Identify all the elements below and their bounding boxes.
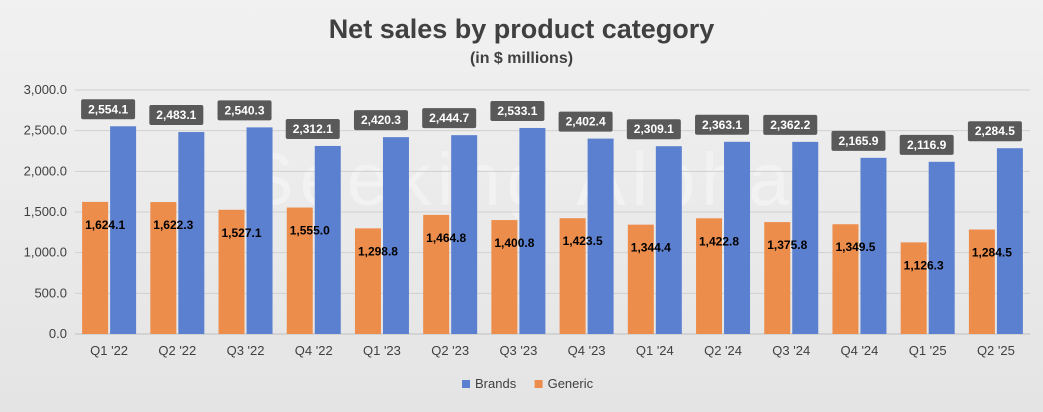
y-tick-label: 1,000.0: [24, 245, 67, 260]
bar-generic: [423, 214, 450, 334]
data-label-brands: 2,284.5: [975, 124, 1015, 138]
data-label-box: [967, 121, 1022, 142]
data-label-box: [217, 100, 272, 121]
data-label-brands: 2,483.1: [156, 108, 196, 122]
data-label-generic: 1,349.5: [835, 240, 875, 254]
data-label-box: [81, 99, 136, 120]
data-label-box: [763, 114, 818, 135]
x-tick-label: Q1 '24: [636, 343, 674, 358]
y-tick-label: 3,000.0: [24, 82, 67, 97]
data-label-generic: 1,422.8: [699, 234, 739, 248]
x-tick-label: Q4 '22: [295, 343, 333, 358]
data-label-box: [899, 134, 954, 155]
y-tick-label: 2,000.0: [24, 163, 67, 178]
x-tick-label: Q1 '22: [90, 343, 128, 358]
data-label-box: [490, 100, 545, 121]
y-tick-label: 2,500.0: [24, 123, 67, 138]
bar-brands: [314, 145, 341, 334]
bar-brands: [451, 135, 478, 334]
x-tick-label: Q1 '23: [363, 343, 401, 358]
data-label-brands: 2,116.9: [907, 138, 947, 152]
data-label-box: [558, 111, 613, 132]
bar-generic: [764, 222, 791, 334]
data-label-brands: 2,312.1: [293, 122, 333, 136]
bar-brands: [724, 141, 751, 334]
bar-generic: [900, 242, 927, 334]
legend-swatch: [534, 380, 543, 388]
data-label-generic: 1,622.3: [153, 218, 193, 232]
chart-subtitle: (in $ millions): [469, 50, 574, 67]
legend-swatch: [462, 380, 470, 388]
data-label-generic: 1,624.1: [85, 218, 125, 232]
data-label-brands: 2,165.9: [838, 134, 878, 148]
bar-brands: [178, 132, 205, 334]
bar-brands: [996, 148, 1023, 334]
data-label-brands: 2,540.3: [225, 103, 265, 117]
bar-brands: [587, 138, 614, 334]
data-label-brands: 2,402.4: [566, 115, 606, 129]
bar-brands: [655, 146, 682, 334]
x-tick-label: Q3 '24: [772, 343, 810, 358]
x-tick-label: Q3 '23: [499, 343, 537, 358]
data-label-brands: 2,362.2: [770, 118, 810, 132]
bar-brands: [382, 137, 409, 334]
data-label-brands: 2,533.1: [497, 104, 537, 118]
data-label-generic: 1,527.1: [222, 226, 262, 240]
data-label-box: [831, 130, 886, 151]
y-tick-label: 500.0: [34, 285, 67, 300]
x-tick-label: Q2 '24: [704, 343, 742, 358]
bar-generic: [354, 228, 381, 334]
bar-generic: [218, 209, 245, 334]
bar-brands: [792, 141, 819, 334]
x-tick-label: Q4 '23: [568, 343, 606, 358]
x-tick-label: Q1 '25: [909, 343, 947, 358]
data-label-brands: 2,444.7: [429, 111, 469, 125]
x-tick-label: Q2 '23: [431, 343, 469, 358]
x-tick-label: Q3 '22: [227, 343, 265, 358]
x-tick-label: Q2 '25: [977, 343, 1015, 358]
bar-brands: [519, 127, 546, 334]
bar-generic: [696, 218, 723, 334]
data-label-generic: 1,423.5: [563, 234, 603, 248]
data-label-generic: 1,344.4: [631, 241, 671, 255]
bar-brands: [928, 161, 955, 334]
data-label-box: [285, 118, 340, 139]
y-tick-label: 1,500.0: [24, 204, 67, 219]
bar-brands: [246, 127, 273, 334]
bar-generic: [82, 201, 109, 334]
data-label-generic: 1,375.8: [767, 238, 807, 252]
data-label-generic: 1,126.3: [904, 258, 944, 272]
x-tick-label: Q4 '24: [841, 343, 879, 358]
data-label-brands: 2,554.1: [88, 102, 128, 116]
bar-generic: [627, 224, 654, 334]
data-label-generic: 1,400.8: [494, 236, 534, 250]
legend-label: Brands: [475, 376, 517, 391]
data-label-generic: 1,464.8: [426, 231, 466, 245]
bar-generic: [150, 202, 177, 334]
data-label-brands: 2,309.1: [634, 122, 674, 136]
data-label-box: [626, 119, 681, 140]
bar-generic: [832, 224, 859, 334]
legend-label: Generic: [548, 376, 594, 391]
data-label-box: [149, 105, 204, 126]
data-label-box: [353, 110, 408, 131]
data-label-brands: 2,363.1: [702, 118, 742, 132]
bar-generic: [491, 220, 518, 334]
data-label-box: [422, 108, 477, 129]
data-label-brands: 2,420.3: [361, 113, 401, 127]
x-tick-label: Q2 '22: [158, 343, 196, 358]
bar-brands: [860, 157, 887, 334]
bar-generic: [968, 229, 995, 334]
data-label-box: [695, 114, 750, 135]
data-label-generic: 1,555.0: [290, 224, 330, 238]
y-tick-label: 0.0: [49, 326, 67, 341]
data-label-generic: 1,284.5: [972, 246, 1012, 260]
data-label-generic: 1,298.8: [358, 244, 398, 258]
bar-generic: [286, 207, 313, 334]
bar-generic: [559, 218, 586, 334]
chart-title: Net sales by product category: [328, 14, 715, 44]
bar-brands: [110, 126, 137, 334]
